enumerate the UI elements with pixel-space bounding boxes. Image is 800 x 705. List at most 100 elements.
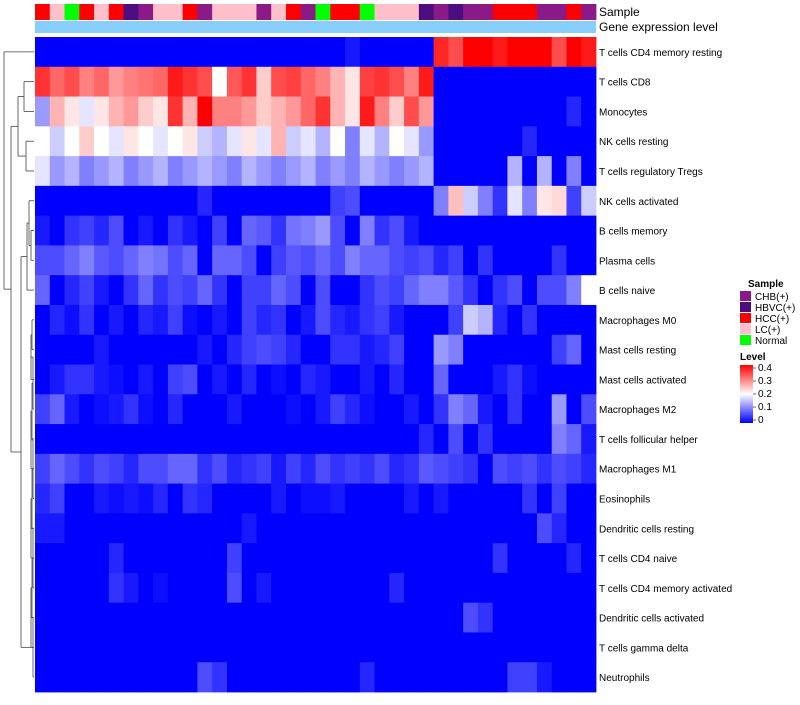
heatmap-cell — [79, 304, 95, 336]
heatmap-cell — [463, 632, 479, 663]
heatmap-cell — [197, 245, 213, 276]
heatmap-cell — [507, 364, 523, 395]
row-label: Macrophages M2 — [599, 405, 677, 416]
heatmap-cell — [94, 156, 110, 187]
sample-cell — [123, 4, 139, 20]
heatmap-cell — [271, 245, 287, 276]
heatmap-cell — [212, 245, 228, 276]
heatmap-cell — [448, 483, 464, 514]
heatmap-cell — [153, 275, 169, 306]
heatmap-cell — [418, 602, 435, 633]
row-label: T cells CD4 memory resting — [599, 48, 722, 59]
heatmap-cell — [433, 543, 449, 574]
heatmap-cell — [404, 662, 420, 693]
heatmap-cell — [374, 37, 390, 68]
heatmap-cell — [94, 185, 110, 217]
heatmap-cell — [315, 662, 331, 693]
heatmap-cell — [212, 543, 228, 574]
heatmap-cell — [35, 185, 51, 217]
heatmap-cell — [35, 513, 51, 544]
heatmap-cell — [285, 394, 302, 425]
heatmap-cell — [167, 334, 184, 365]
heatmap-cell — [49, 572, 65, 604]
heatmap-cell — [108, 185, 124, 217]
heatmap-cell — [522, 126, 538, 157]
heatmap-cell — [581, 424, 597, 455]
heatmap-cell — [241, 275, 257, 306]
heatmap-cell — [581, 483, 597, 514]
heatmap-cell — [182, 245, 198, 276]
row-label: T cells regulatory Tregs — [599, 167, 703, 178]
heatmap-cell — [345, 662, 361, 693]
heatmap-cell — [581, 572, 597, 604]
heatmap-cell — [522, 304, 538, 336]
heatmap-cell — [330, 543, 346, 574]
heatmap-cell — [271, 394, 287, 425]
heatmap-cell — [212, 453, 228, 484]
heatmap-cell — [315, 245, 331, 276]
heatmap-cell — [226, 185, 243, 217]
heatmap-cell — [108, 215, 124, 246]
heatmap-cell — [108, 364, 124, 395]
heatmap-cell — [79, 513, 95, 544]
heatmap-cell — [226, 632, 243, 663]
heatmap-cell — [138, 662, 154, 693]
heatmap-cell — [94, 66, 110, 97]
heatmap-cell — [330, 185, 346, 217]
sample-cell — [256, 4, 272, 20]
heatmap-cell — [522, 37, 538, 68]
heatmap-cell — [153, 424, 169, 455]
heatmap-cell — [359, 572, 375, 604]
heatmap-cell — [448, 96, 464, 127]
heatmap-cell — [49, 275, 65, 306]
sample-cell — [35, 4, 51, 20]
heatmap-cell — [138, 513, 154, 544]
heatmap-cell — [64, 66, 80, 97]
heatmap-cell — [79, 572, 95, 604]
heatmap-cell — [433, 304, 449, 336]
heatmap-cell — [389, 483, 405, 514]
heatmap-cell — [433, 185, 449, 217]
heatmap-cell — [389, 602, 405, 633]
heatmap-cell — [64, 96, 80, 127]
heatmap-cell — [551, 304, 567, 336]
heatmap-cell — [212, 37, 228, 68]
heatmap-cell — [330, 37, 346, 68]
heatmap-cell — [64, 37, 80, 68]
heatmap-cell — [566, 662, 582, 693]
heatmap-cell — [359, 453, 375, 484]
heatmap-cell — [374, 185, 390, 217]
level-colorbar — [740, 365, 753, 423]
heatmap-cell — [551, 453, 567, 484]
heatmap-cell — [300, 96, 316, 127]
row-label: Mast cells resting — [599, 346, 676, 357]
heatmap-cell — [566, 215, 582, 246]
heatmap-cell — [448, 215, 464, 246]
heatmap-cell — [492, 483, 508, 514]
heatmap-cell — [359, 394, 375, 425]
heatmap-cell — [581, 394, 597, 425]
heatmap-cell — [315, 66, 331, 97]
heatmap-cell — [241, 126, 257, 157]
heatmap-cell — [345, 632, 361, 663]
heatmap-cell — [79, 424, 95, 455]
heatmap-cell — [49, 483, 65, 514]
heatmap-cell — [551, 275, 567, 306]
heatmap-cell — [433, 245, 449, 276]
heatmap-cell — [448, 572, 464, 604]
heatmap-cell — [418, 304, 435, 336]
heatmap-cell — [212, 304, 228, 336]
heatmap-cell — [433, 394, 449, 425]
heatmap-cell — [536, 37, 553, 68]
heatmap-cell — [35, 483, 51, 514]
heatmap-cell — [300, 513, 316, 544]
heatmap-cell — [492, 304, 508, 336]
heatmap-cell — [374, 572, 390, 604]
heatmap-cell — [167, 66, 184, 97]
heatmap-cell — [404, 304, 420, 336]
heatmap-cell — [153, 364, 169, 395]
heatmap-cell — [389, 364, 405, 395]
heatmap-cell — [581, 364, 597, 395]
heatmap-cell — [330, 364, 346, 395]
heatmap-cell — [167, 602, 184, 633]
